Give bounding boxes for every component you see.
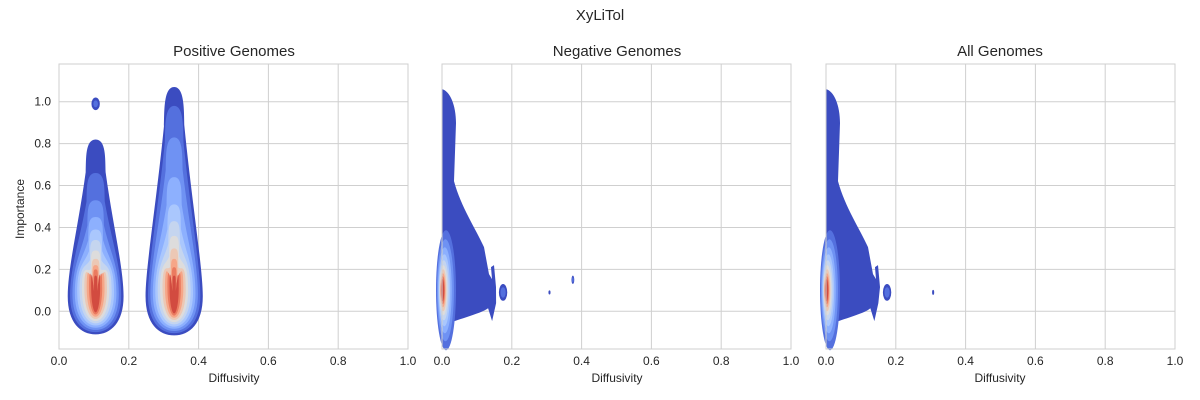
panel-1: Positive Genomes Diffusivity Importance (13, 43, 295, 385)
panel-3-x-tick-0: 0.0 (818, 354, 835, 368)
panel-3-small-cluster-1-inner (884, 287, 890, 298)
panel-1-x-tick-5: 1.0 (400, 354, 417, 368)
panel-1-frame (58, 63, 409, 350)
panel-2-small-cluster-2 (548, 290, 551, 295)
panel-2-x-tick-4: 0.8 (713, 354, 730, 368)
panel-2: Negative Genomes Diffusivity (553, 43, 681, 385)
panel-2-x-tick-3: 0.6 (643, 354, 660, 368)
panel-1-x-tick-3: 0.6 (260, 354, 277, 368)
panel-1-y-tick-3: 0.6 (34, 179, 51, 193)
panel-2-x-tick-0: 0.0 (434, 354, 451, 368)
panel-2-xlabel: Diffusivity (591, 371, 642, 385)
panel-3-x-tick-4: 0.8 (1097, 354, 1114, 368)
panel-3-x-tick-1: 0.2 (887, 354, 904, 368)
panel-2-small-cluster-1-inner (500, 287, 506, 298)
panel-3-x-tick-5: 1.0 (1167, 354, 1184, 368)
panel-2-edge-density-level-0 (442, 89, 497, 326)
panel-1-cluster-0-level-10 (91, 274, 101, 313)
panel-3-plot-area (826, 64, 1175, 349)
panel-1-ylabel: Importance (13, 179, 27, 239)
panel-1-y-tick-5: 1.0 (34, 95, 51, 109)
panel-2-frame (441, 63, 792, 350)
panel-3-x-tick-3: 0.6 (1027, 354, 1044, 368)
panel-1-x-tick-0: 0.0 (51, 354, 68, 368)
panel-3: All Genomes Diffusivity (957, 43, 1043, 385)
panel-3-frame (825, 63, 1176, 350)
figure-title: XyLiTol (576, 7, 624, 24)
panel-1-cluster-1-level-1 (93, 100, 98, 108)
panel-1-y-tick-4: 0.8 (34, 137, 51, 151)
panel-3-title: All Genomes (957, 43, 1043, 60)
panel-3-x-tick-2: 0.4 (957, 354, 974, 368)
panel-1-y-tick-2: 0.4 (34, 220, 51, 234)
panel-1-x-tick-4: 0.8 (330, 354, 347, 368)
panel-3-xlabel: Diffusivity (974, 371, 1025, 385)
panel-2-x-tick-2: 0.4 (573, 354, 590, 368)
panel-1-plot: 0.0 0.2 0.4 0.6 0.8 1.0 0.0 0.2 0.4 0.6 0.8 1.0 (34, 63, 417, 368)
panel-3-plot: 0.0 0.2 0.4 0.6 0.8 1.0 (818, 63, 1184, 368)
panel-1-y-tick-1: 0.2 (34, 262, 51, 276)
panel-2-small-cluster-3-inner (572, 277, 574, 283)
panel-2-plot-area (442, 64, 791, 349)
panel-2-x-tick-1: 0.2 (503, 354, 520, 368)
panel-3-edge-density-level-0 (826, 89, 880, 326)
panel-3-small-cluster-2 (932, 289, 935, 295)
panel-1-y-tick-0: 0.0 (34, 304, 51, 318)
panel-1-title: Positive Genomes (173, 43, 295, 60)
panel-1-xlabel: Diffusivity (208, 371, 259, 385)
panel-2-x-tick-5: 1.0 (783, 354, 800, 368)
panel-1-x-tick-1: 0.2 (120, 354, 137, 368)
panel-1-x-tick-2: 0.4 (190, 354, 207, 368)
panel-2-plot: 0.0 0.2 0.4 0.6 0.8 1.0 (434, 63, 800, 368)
panel-2-title: Negative Genomes (553, 43, 681, 60)
panel-1-cluster-2-level-10 (169, 274, 179, 314)
